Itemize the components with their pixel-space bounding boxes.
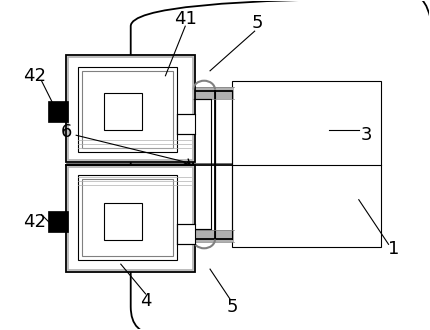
Text: 5: 5 bbox=[226, 298, 237, 316]
Bar bbox=[191, 230, 233, 242]
Text: 4: 4 bbox=[139, 292, 151, 310]
Bar bbox=[68, 57, 193, 160]
Bar bbox=[231, 81, 380, 247]
Bar bbox=[177, 115, 195, 134]
Bar bbox=[191, 87, 233, 99]
Bar bbox=[48, 211, 68, 232]
Bar bbox=[193, 99, 211, 229]
Text: 42: 42 bbox=[23, 67, 46, 85]
Bar bbox=[66, 165, 195, 272]
Bar bbox=[48, 101, 68, 122]
Text: 41: 41 bbox=[173, 10, 196, 28]
Bar bbox=[78, 67, 177, 152]
Bar bbox=[78, 175, 177, 260]
Bar bbox=[193, 91, 215, 239]
Bar bbox=[104, 203, 141, 240]
Bar bbox=[82, 179, 173, 256]
Bar bbox=[82, 71, 173, 148]
Bar bbox=[177, 224, 195, 244]
Bar bbox=[104, 93, 141, 130]
Text: 42: 42 bbox=[23, 213, 46, 231]
Bar bbox=[66, 55, 195, 162]
Text: 5: 5 bbox=[251, 14, 263, 32]
Text: 6: 6 bbox=[61, 123, 72, 141]
Text: 3: 3 bbox=[360, 126, 372, 144]
Text: 1: 1 bbox=[387, 240, 398, 258]
Bar bbox=[68, 167, 193, 270]
